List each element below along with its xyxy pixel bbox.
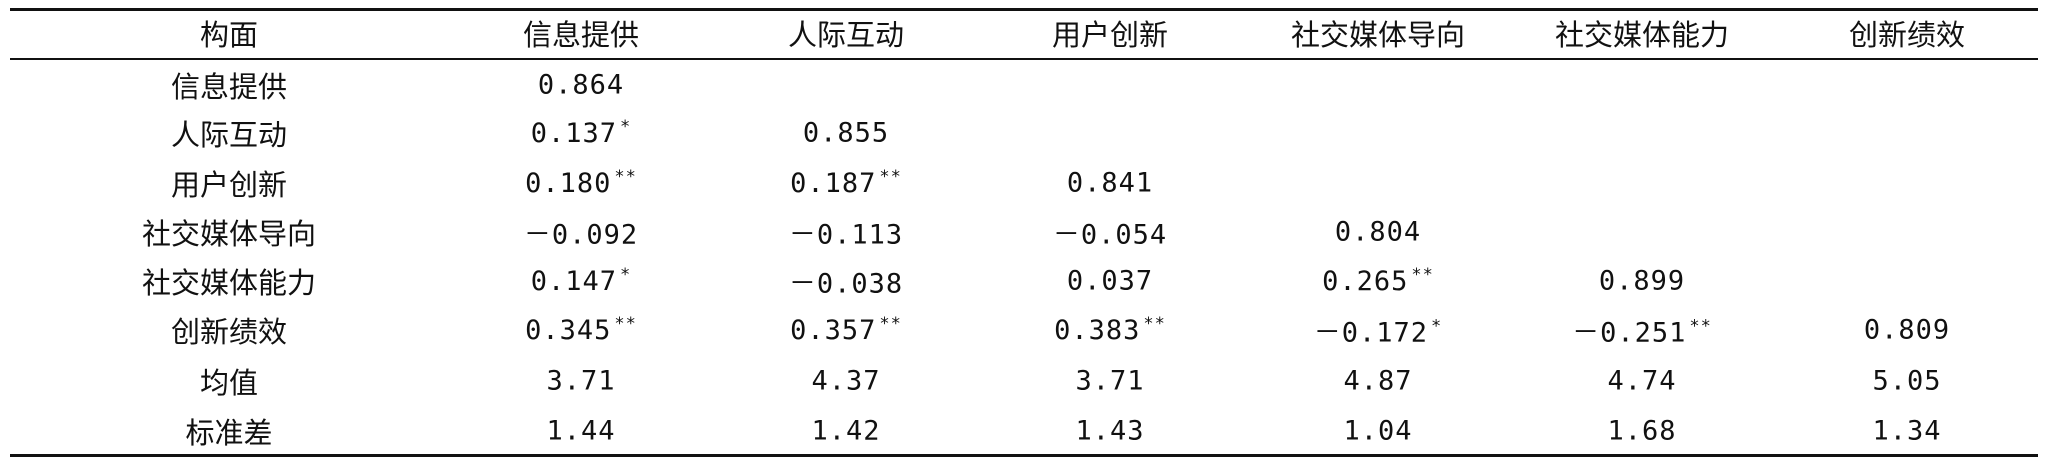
value-text: 0.187: [790, 168, 877, 199]
value-cell: －0.038: [788, 268, 904, 300]
value-cell: 1.04: [1343, 415, 1413, 447]
value-cell: 0.137 *: [531, 117, 632, 149]
significance-mark: **: [1689, 316, 1712, 337]
header-cell: 社交媒体能力: [1554, 18, 1730, 52]
value-cell: 4.87: [1343, 365, 1413, 397]
bottom-rule: [10, 454, 2038, 457]
row-label: 社交媒体导向: [141, 217, 317, 251]
header-rule: [10, 58, 2038, 60]
value-cell: 0.265 **: [1322, 265, 1434, 297]
value-text: 0.265: [1322, 266, 1409, 297]
value-cell: 1.44: [546, 415, 616, 447]
header-cell: 创新绩效: [1848, 18, 1966, 52]
significance-mark: *: [620, 117, 632, 137]
value-cell: 0.357 **: [790, 314, 902, 346]
value-cell: 0.809: [1863, 314, 1951, 346]
value-cell: 3.71: [546, 365, 616, 397]
value-cell: 0.147 *: [531, 265, 632, 297]
value-cell: 1.42: [811, 415, 881, 447]
value-text: －0.172: [1313, 317, 1429, 349]
value-cell: 0.383 **: [1054, 314, 1166, 346]
value-cell: 0.187 **: [790, 167, 902, 199]
value-text: －0.251: [1572, 317, 1687, 349]
value-text: 0.383: [1054, 315, 1141, 346]
value-text: 0.147: [530, 266, 618, 297]
significance-mark: **: [1143, 314, 1166, 334]
value-cell: －0.172 *: [1314, 311, 1443, 350]
header-cell: 社交媒体导向: [1290, 18, 1466, 52]
value-text: 0.357: [790, 315, 877, 346]
header-cell: 用户创新: [1051, 18, 1169, 52]
top-rule: [10, 8, 2038, 11]
significance-mark: *: [620, 265, 632, 285]
row-label: 用户创新: [170, 168, 288, 202]
value-cell: 4.37: [811, 365, 881, 397]
value-cell: 0.037: [1066, 265, 1154, 297]
significance-mark: **: [1411, 265, 1434, 285]
value-cell: －0.054: [1052, 219, 1168, 251]
significance-mark: **: [614, 167, 637, 187]
value-cell: 0.180 **: [525, 167, 637, 199]
header-cell: 人际互动: [787, 18, 905, 52]
row-label: 社交媒体能力: [141, 266, 317, 300]
value-cell: 0.345 **: [525, 314, 637, 346]
value-cell: 1.68: [1607, 415, 1677, 447]
value-cell: －0.251 **: [1572, 311, 1712, 350]
value-cell: 0.899: [1598, 265, 1686, 297]
significance-mark: **: [614, 314, 637, 334]
row-label: 创新绩效: [170, 315, 288, 349]
value-cell: －0.092: [523, 219, 639, 251]
value-text: 0.345: [525, 315, 612, 346]
row-label: 标准差: [185, 416, 273, 450]
row-label: 信息提供: [170, 70, 288, 104]
row-label: 均值: [199, 366, 259, 400]
value-cell: 0.864: [537, 69, 625, 101]
significance-mark: **: [879, 314, 902, 334]
value-cell: 0.855: [802, 117, 890, 149]
header-cell: 构面: [199, 18, 259, 52]
value-cell: －0.113: [788, 219, 904, 251]
value-cell: 1.43: [1075, 415, 1145, 447]
value-cell: 0.804: [1334, 216, 1422, 248]
value-cell: 5.05: [1872, 365, 1942, 397]
significance-mark: **: [879, 167, 902, 187]
value-cell: 4.74: [1607, 365, 1677, 397]
value-cell: 1.34: [1872, 415, 1942, 447]
significance-mark: *: [1431, 316, 1443, 337]
value-text: 0.180: [525, 168, 612, 199]
row-label: 人际互动: [170, 118, 288, 152]
header-cell: 信息提供: [522, 18, 640, 52]
value-cell: 3.71: [1075, 365, 1145, 397]
value-cell: 0.841: [1066, 167, 1154, 199]
value-text: 0.137: [530, 118, 618, 149]
